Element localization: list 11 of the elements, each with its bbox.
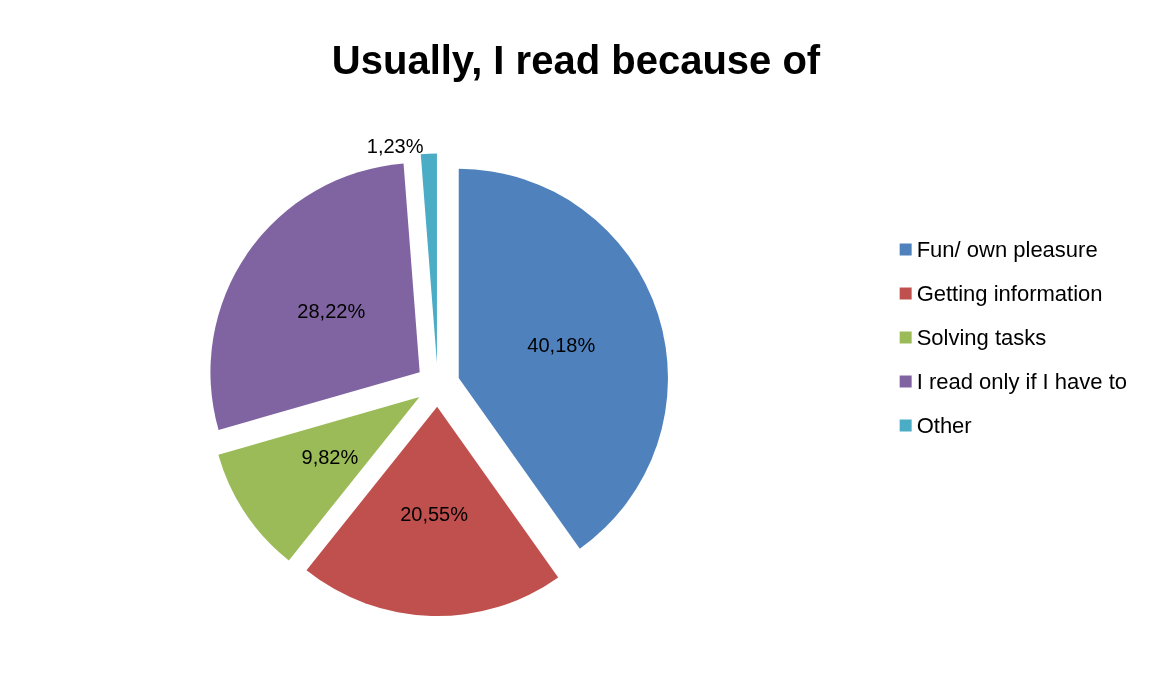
legend-label: Solving tasks: [916, 325, 1047, 350]
data-label: 1,23%: [366, 134, 424, 157]
legend-label: Fun/ own pleasure: [916, 237, 1098, 262]
chart-title: Usually, I read because of: [331, 38, 821, 82]
data-label: 40,18%: [527, 334, 596, 357]
data-label: 9,82%: [301, 445, 359, 468]
legend-label: I read only if I have to: [916, 369, 1127, 394]
legend-label: Getting information: [916, 281, 1103, 306]
legend-label: Other: [916, 413, 972, 438]
data-label: 28,22%: [297, 299, 366, 322]
data-label: 20,55%: [400, 503, 469, 526]
